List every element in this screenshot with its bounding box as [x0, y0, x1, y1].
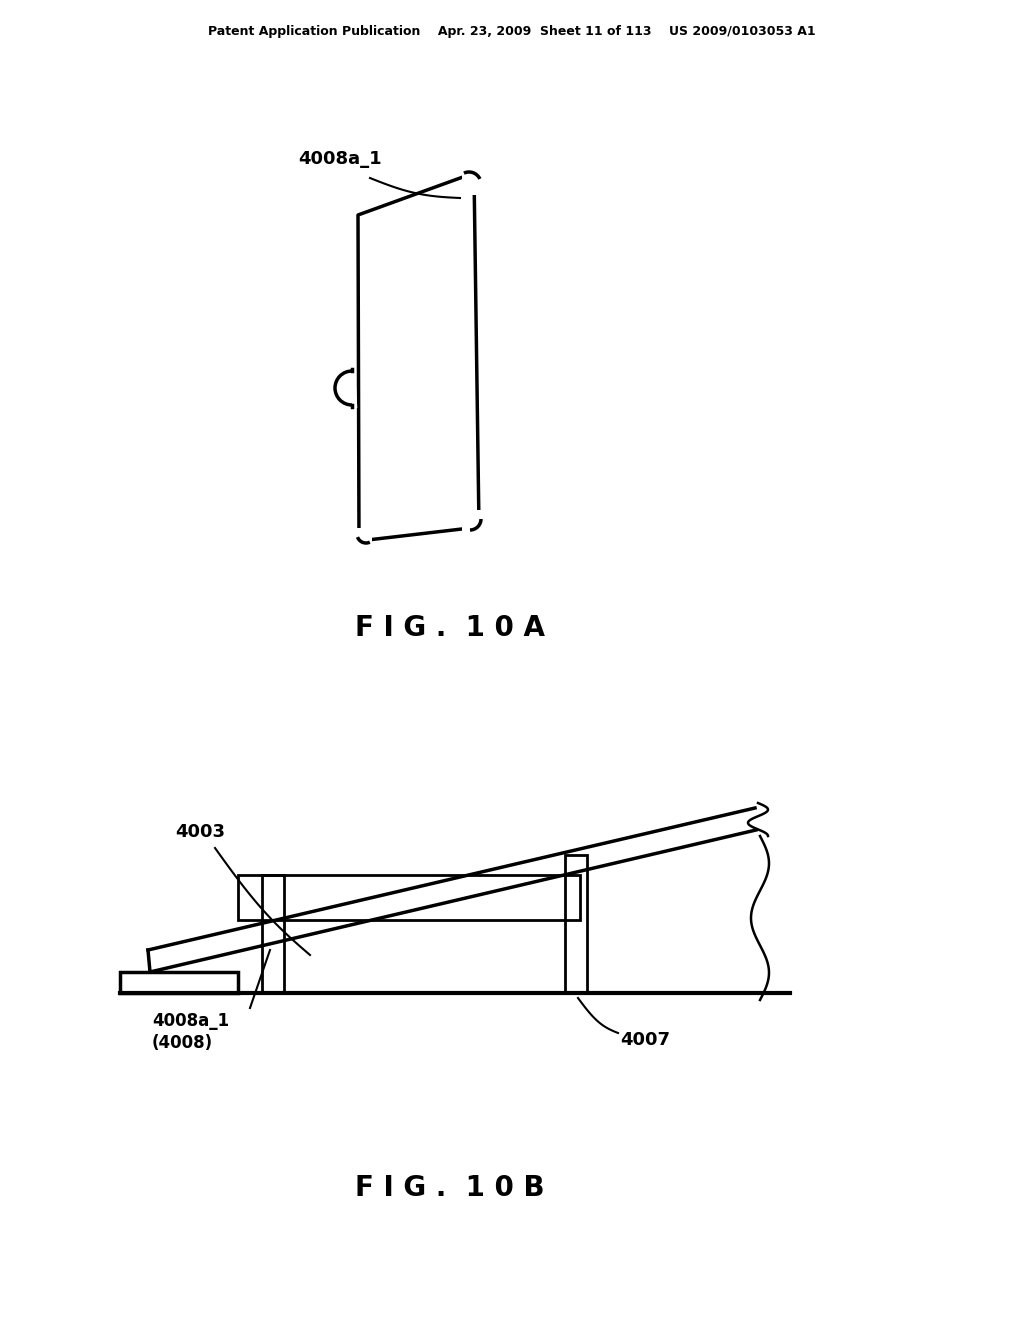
Text: 4003: 4003: [175, 822, 225, 841]
Polygon shape: [350, 528, 372, 550]
Text: 4008a_1
(4008): 4008a_1 (4008): [152, 1012, 229, 1052]
Text: 4007: 4007: [620, 1031, 670, 1049]
Text: F I G .  1 0 B: F I G . 1 0 B: [355, 1173, 545, 1203]
Text: F I G .  1 0 A: F I G . 1 0 A: [355, 614, 545, 642]
Polygon shape: [462, 165, 488, 195]
Text: 4008a_1: 4008a_1: [298, 150, 382, 168]
Text: Patent Application Publication    Apr. 23, 2009  Sheet 11 of 113    US 2009/0103: Patent Application Publication Apr. 23, …: [208, 25, 816, 38]
Polygon shape: [462, 510, 490, 540]
